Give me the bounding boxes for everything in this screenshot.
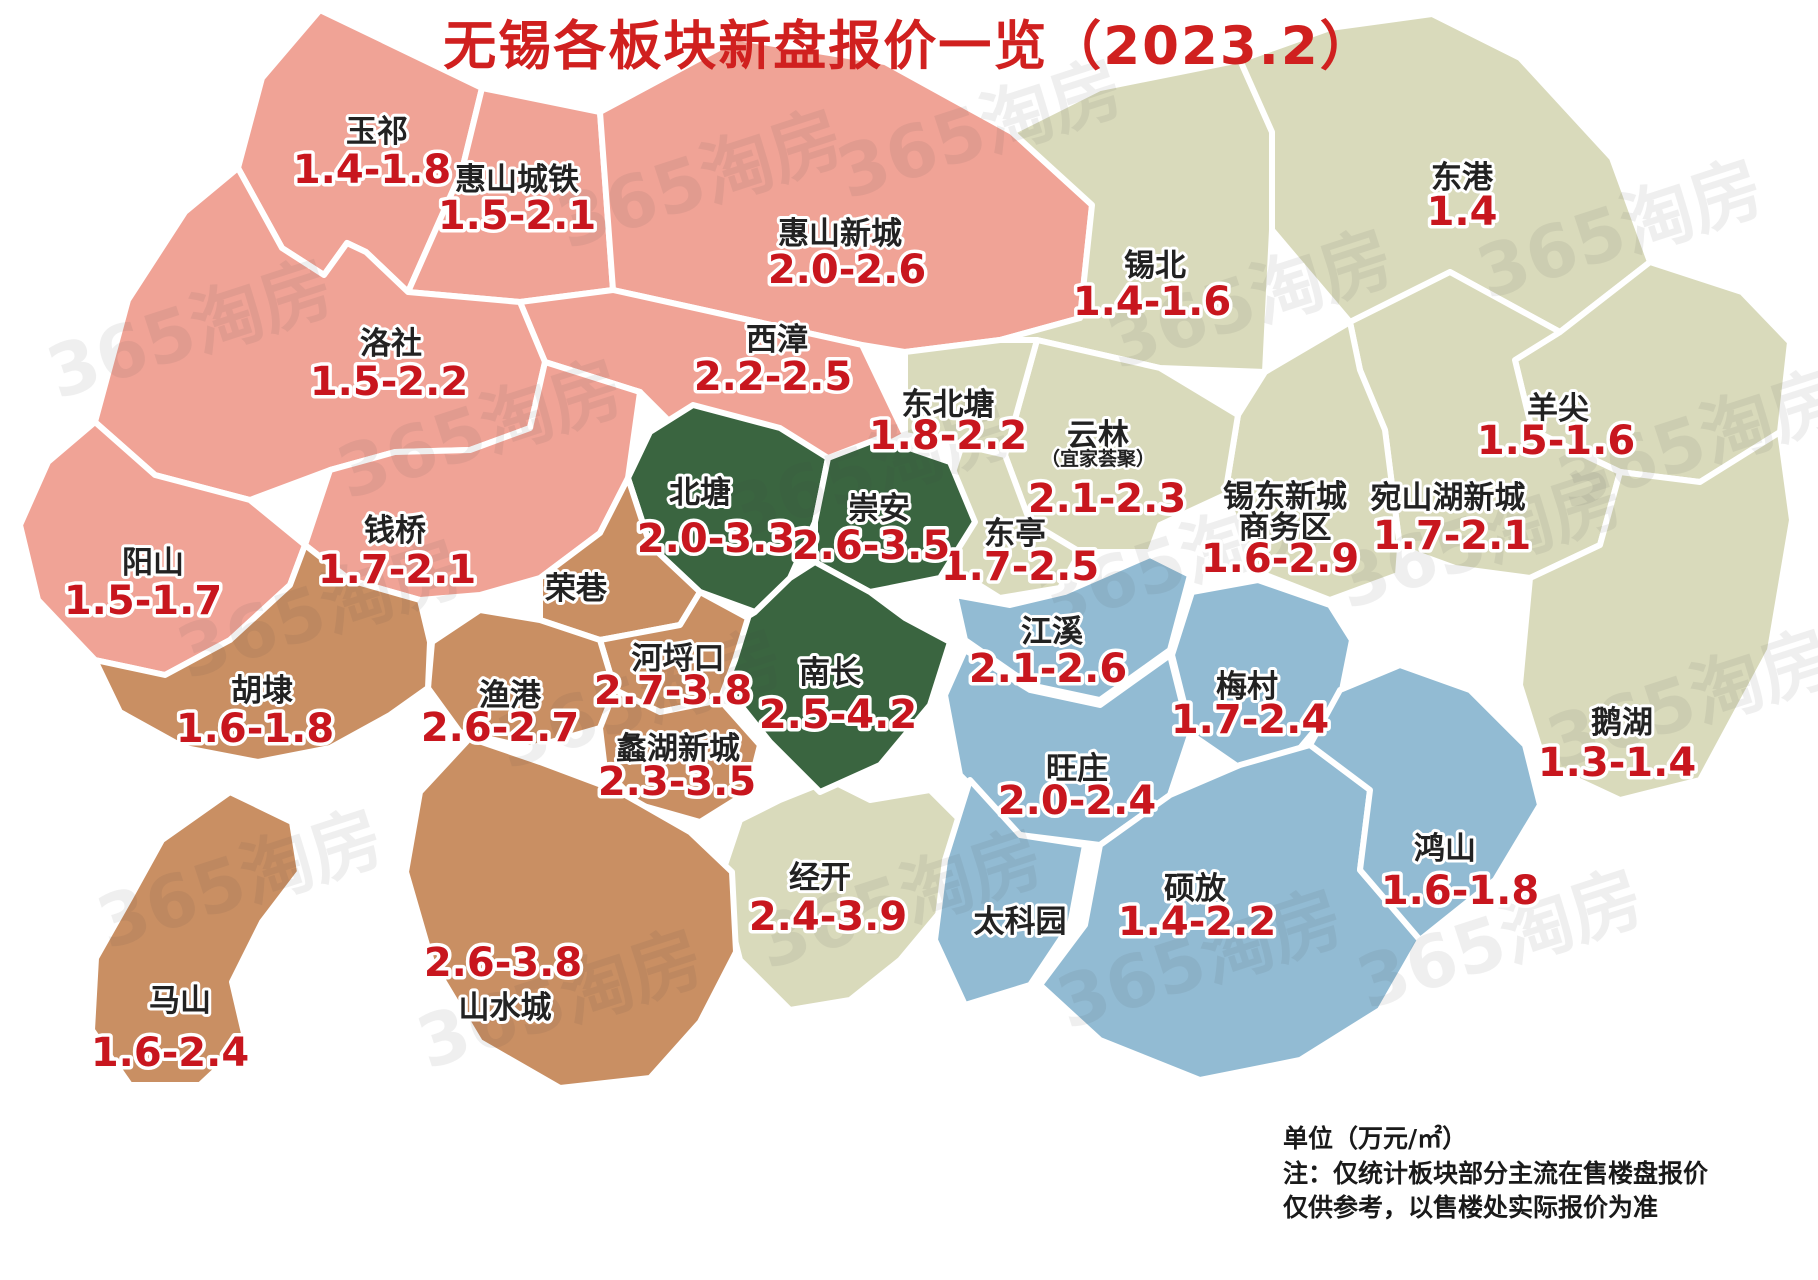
region-qianqiao	[302, 359, 643, 603]
region-price-hudai: 1.6-1.8	[176, 706, 334, 752]
region-name-wangzhuang: 旺庄	[1046, 751, 1108, 787]
region-price-nanchang: 2.5-4.2	[759, 692, 917, 738]
region-shuofang	[1037, 742, 1423, 1083]
region-price-yunlin: 2.1-2.3	[1028, 476, 1186, 522]
region-price-chongan: 2.6-3.5	[792, 523, 950, 569]
region-name-donggang: 东港	[1431, 160, 1494, 196]
region-name-xizhang: 西漳	[746, 322, 808, 358]
region-price-jingkai: 2.4-3.9	[749, 894, 907, 940]
region-price-luoshe: 1.5-2.2	[310, 359, 468, 405]
region-name-xidongxincheng: 锡东新城	[1223, 479, 1347, 515]
region-price-yangjian: 1.5-1.6	[1477, 418, 1635, 464]
region-name-yuqi: 玉祁	[346, 114, 408, 150]
region-price-huishanchengtie: 1.5-2.1	[438, 193, 596, 239]
footer-note-line1: 注：仅统计板块部分主流在售楼盘报价	[1283, 1158, 1709, 1188]
region-price-yangshan: 1.5-1.7	[64, 578, 222, 624]
page-title: 无锡各板块新盘报价一览（2023.2）	[443, 16, 1375, 77]
region-shanshuicheng	[403, 735, 739, 1091]
footer-note-line2: 仅供参考，以售楼处实际报价为准	[1283, 1193, 1659, 1222]
region-price-donggang: 1.4	[1427, 189, 1498, 235]
region-price-lihuxincheng: 2.3-3.5	[598, 759, 756, 805]
region-ehu	[1517, 429, 1795, 803]
region-lihuxincheng	[597, 687, 763, 825]
region-price-huishanxincheng: 2.0-2.6	[768, 247, 926, 293]
region-name-xibei: 锡北	[1124, 248, 1186, 284]
region-name-yugang: 渔港	[479, 678, 542, 714]
region-price-xibei: 1.4-1.6	[1073, 279, 1231, 325]
region-price-shuofang: 1.4-2.2	[1118, 899, 1276, 945]
region-xibei	[997, 57, 1275, 375]
region-name-ehu: 鹅湖	[1591, 705, 1653, 741]
region-price-mashan: 1.6-2.4	[91, 1030, 249, 1076]
region-taikeyuan	[932, 777, 1088, 1008]
region-name-wanshanhu: 宛山湖新城	[1371, 480, 1526, 516]
region-hudai	[92, 542, 433, 765]
region-name-dongting: 东亭	[984, 516, 1046, 552]
region-name-lihuxincheng: 蠡湖新城	[616, 731, 740, 767]
region-price-shanshuicheng: 2.6-3.8	[424, 940, 582, 986]
region-price-heliekou: 2.7-3.8	[594, 668, 752, 714]
region-price-yugang: 2.6-2.7	[421, 705, 579, 751]
region-price-wanshanhu: 1.7-2.1	[1373, 513, 1531, 559]
region-price-dongbeitang: 1.8-2.2	[869, 413, 1027, 459]
region-jiangxi	[952, 552, 1193, 703]
region-name-yangshan: 阳山	[122, 545, 184, 581]
region-price-yuqi: 1.4-1.8	[293, 147, 451, 193]
region-name-shanshuicheng: 山水城	[459, 990, 552, 1026]
region-name-beitang: 北塘	[669, 475, 731, 511]
region-price-dongting: 1.7-2.5	[941, 544, 1099, 590]
region-mashan	[89, 789, 303, 1088]
region-name-jingkai: 经开	[789, 860, 851, 896]
region-name-meicun: 梅村	[1216, 669, 1278, 705]
region-price-wangzhuang: 2.0-2.4	[998, 778, 1156, 824]
region-price-qianqiao: 1.7-2.1	[318, 547, 476, 593]
region-name-qianqiao: 钱桥	[364, 513, 426, 549]
region-name-heliekou: 河埒口	[632, 641, 725, 677]
region-name-taikeyuan: 太科园	[974, 904, 1067, 940]
footer-note: 单位（万元/㎡） 注：仅统计板块部分主流在售楼盘报价 仅供参考，以售楼处实际报价…	[1283, 1122, 1708, 1226]
region-name-hongshan: 鸿山	[1414, 831, 1476, 867]
region-name-shuofang: 硕放	[1164, 871, 1227, 907]
region-name-yunlin: 云林	[1067, 418, 1129, 454]
region-price-beitang: 2.0-3.3	[637, 516, 795, 562]
region-price-meicun: 1.7-2.4	[1171, 697, 1329, 743]
region-name-nanchang: 南长	[799, 655, 861, 691]
region-subname-yunlin: （宜家荟聚）	[1041, 447, 1155, 470]
region-price-xizhang: 2.2-2.5	[694, 354, 852, 400]
region-name-huishanxincheng: 惠山新城	[778, 216, 902, 252]
region-name2-xidongxincheng: 商务区	[1239, 510, 1332, 546]
region-price-xidongxincheng: 1.6-2.9	[1201, 536, 1359, 582]
region-name-jiangxi: 江溪	[1021, 614, 1084, 650]
region-hongshan	[1307, 662, 1543, 943]
region-name-ronggang: 荣巷	[545, 571, 607, 607]
region-name-hudai: 胡埭	[231, 673, 293, 709]
region-name-huishanchengtie: 惠山城铁	[455, 162, 579, 198]
region-name-mashan: 马山	[149, 983, 211, 1019]
region-name-luoshe: 洛社	[360, 326, 422, 362]
region-yugang	[425, 607, 618, 751]
region-price-ehu: 1.3-1.4	[1538, 740, 1696, 786]
region-price-jiangxi: 2.1-2.6	[969, 646, 1127, 692]
region-chongan	[812, 435, 978, 595]
region-name-chongan: 崇安	[848, 491, 910, 527]
region-name-dongbeitang: 东北塘	[902, 387, 995, 423]
region-shapes	[17, 7, 1795, 1091]
region-price-hongshan: 1.6-1.8	[1381, 868, 1539, 914]
region-name-yangjian: 羊尖	[1527, 391, 1589, 427]
footer-unit: 单位（万元/㎡）	[1283, 1124, 1468, 1153]
